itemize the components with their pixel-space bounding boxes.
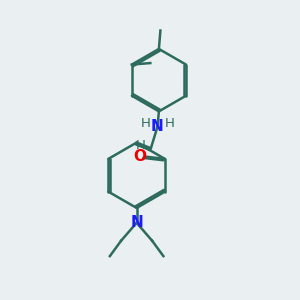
Text: O: O [133,149,146,164]
Text: N: N [130,215,143,230]
Text: H: H [136,139,146,152]
Text: H: H [165,117,175,130]
Text: H: H [141,117,151,130]
Text: N: N [151,119,164,134]
